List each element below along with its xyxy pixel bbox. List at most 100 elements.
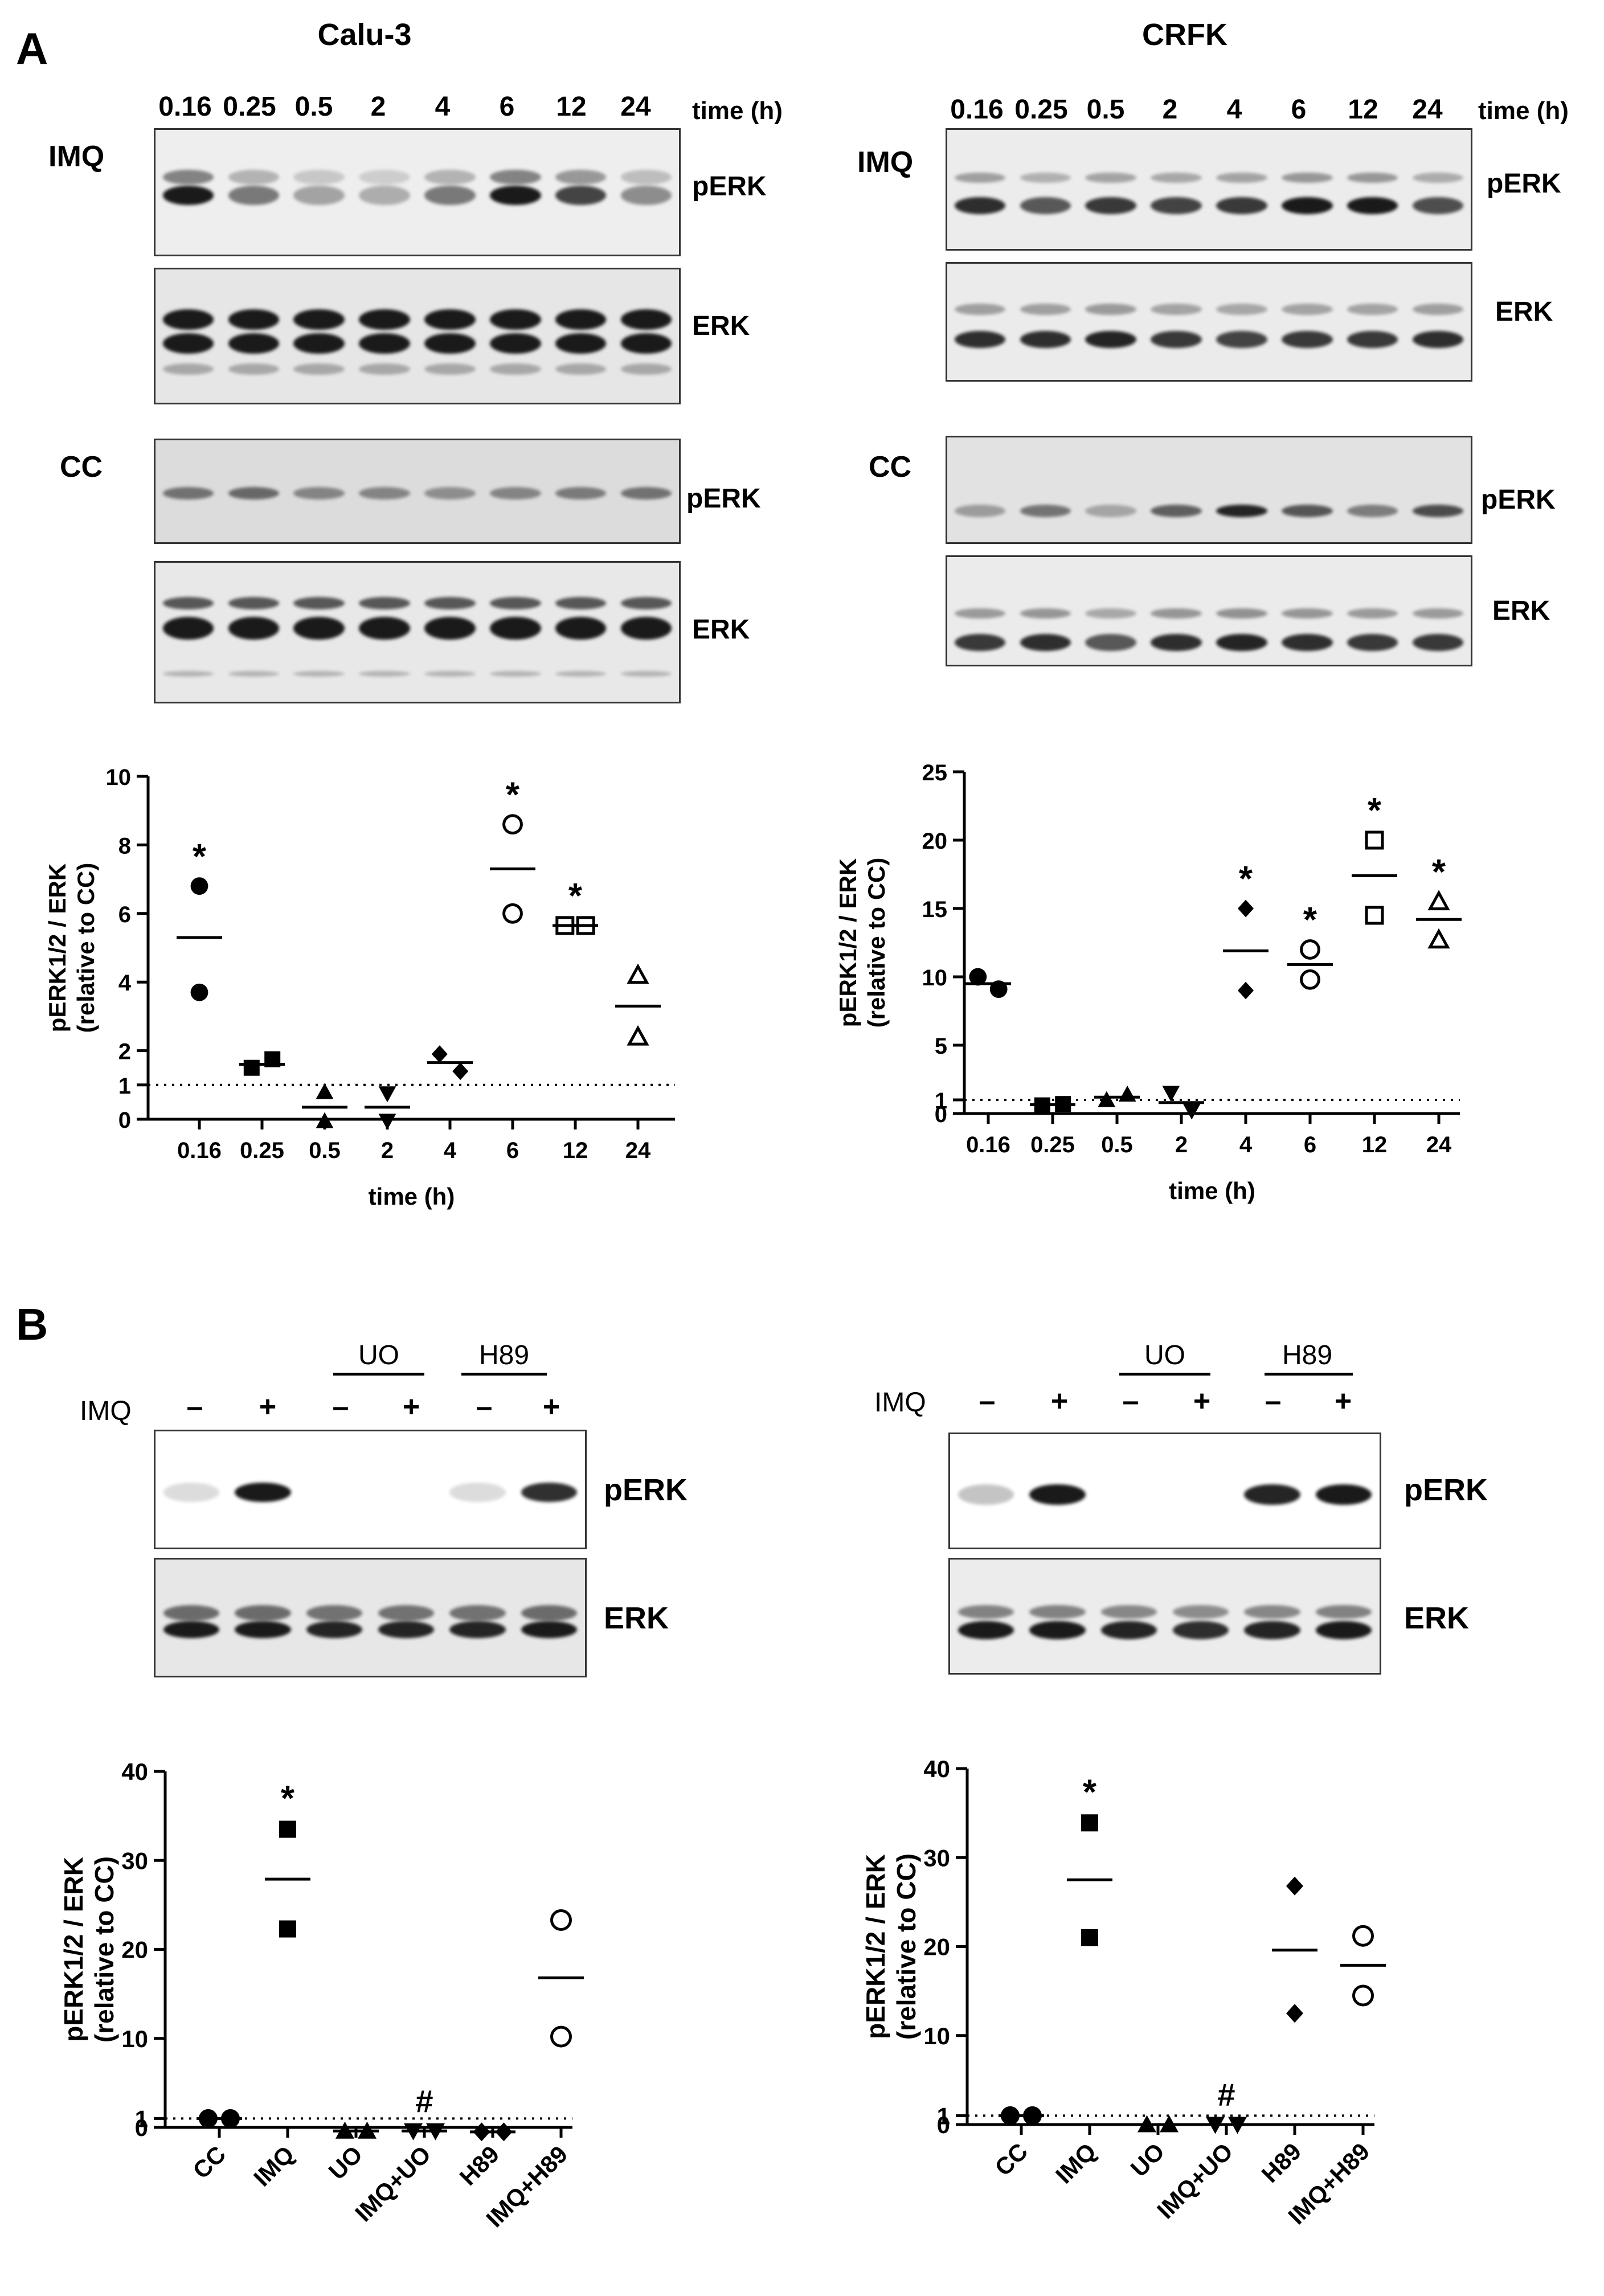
crfk-time-label: 4 [1226, 95, 1242, 125]
data-point [1352, 1984, 1374, 2007]
calu3-imq-label: IMQ [48, 140, 105, 173]
x-tick-label: 2 [1175, 1132, 1188, 1157]
y-tick-label: 10 [923, 2023, 950, 2049]
calu3-time-label: 4 [435, 92, 451, 122]
y-tick-label: 5 [935, 1034, 947, 1059]
blot-band [1282, 331, 1333, 348]
x-tick-label: IMQ [1050, 2138, 1101, 2188]
blot-band [228, 487, 280, 500]
y-tick-label: 10 [922, 965, 948, 991]
data-point [502, 814, 523, 835]
y-tick-label: 4 [118, 971, 132, 996]
blot-band [293, 333, 345, 354]
calu3-plus-sign: + [402, 1390, 420, 1423]
blot-band [162, 487, 214, 500]
panel-b-label: B [16, 1299, 48, 1349]
calu3-cc-perk-blot [154, 439, 681, 544]
significance-star: * [1432, 853, 1446, 892]
blot-band [1085, 197, 1136, 214]
blot-band [1029, 1605, 1086, 1619]
x-tick-label: UO [1126, 2138, 1170, 2182]
blot-band [163, 1483, 219, 1502]
blot-band [490, 597, 541, 609]
x-tick-label: 12 [1362, 1132, 1388, 1157]
crfk-time-label: 6 [1291, 95, 1307, 125]
crfk-imq-perk-blot [946, 128, 1472, 251]
blot-band [490, 671, 541, 677]
y-tick-label: 1 [937, 2102, 950, 2129]
calu3-plus-sign: + [259, 1390, 277, 1423]
blot-band [359, 671, 410, 677]
blot-band [1282, 634, 1333, 651]
y-tick-label: 1 [935, 1088, 947, 1114]
blot-band [490, 309, 541, 330]
blot-band [235, 1605, 291, 1621]
blot-band [359, 487, 410, 500]
data-point [378, 1114, 396, 1130]
blot-band [1020, 505, 1071, 517]
y-tick-label: 30 [923, 1844, 950, 1871]
blot-band [235, 1483, 291, 1502]
calu3-minus-sign: – [186, 1390, 203, 1423]
x-tick-label: 6 [1304, 1132, 1316, 1157]
blot-band [228, 671, 280, 677]
y-axis-title: pERK1/2 / ERK [59, 1857, 88, 2042]
data-point [1365, 906, 1384, 925]
x-axis-title: time (h) [1169, 1177, 1255, 1204]
crfk-time-label: 12 [1348, 95, 1378, 125]
calu3-plus-sign: + [542, 1390, 560, 1423]
crfk-plus-sign: + [1193, 1385, 1211, 1418]
blot-band [1216, 505, 1267, 517]
blot-band [1316, 1605, 1372, 1619]
panel-a-label: A [16, 23, 48, 73]
blot-band [1085, 173, 1136, 183]
y-tick-label: 20 [923, 1934, 950, 1961]
calu3-inhibitor-erk-blot [154, 1558, 587, 1677]
crfk-cc-perk-blot [946, 436, 1472, 544]
calu3-time-label: 24 [620, 92, 651, 122]
blot-band [449, 1621, 506, 1638]
data-point [1427, 928, 1450, 949]
calu3-uo-bracket [333, 1373, 424, 1376]
blot-band [449, 1483, 506, 1502]
x-tick-label: 12 [563, 1138, 588, 1163]
data-point [1081, 1814, 1098, 1832]
calu3-imq-perk-blot [154, 128, 681, 256]
hash-mark: # [415, 2083, 433, 2119]
blot-band [1172, 1621, 1229, 1639]
blot-band [1101, 1621, 1157, 1639]
blot-band [521, 1605, 578, 1621]
blot-band [162, 617, 214, 640]
blot-band [620, 671, 672, 677]
blot-band [1216, 197, 1267, 214]
blot-band [1020, 173, 1071, 183]
crfk-imq-erk-label: ERK [1495, 297, 1553, 327]
x-tick-label: 6 [506, 1138, 519, 1163]
blot-band [555, 597, 607, 609]
blot-band [293, 597, 345, 609]
crfk-cc-erk-label: ERK [1492, 596, 1550, 626]
blot-band [359, 617, 410, 640]
blot-band [162, 170, 214, 185]
blot-band [293, 617, 345, 640]
blot-band [954, 505, 1006, 517]
x-tick-label: 0.25 [240, 1138, 284, 1163]
calu3-time-label: 0.16 [158, 92, 212, 122]
blot-band [954, 634, 1006, 651]
blot-band [424, 186, 476, 205]
blot-band [1085, 634, 1136, 651]
crfk-title: CRFK [1142, 18, 1227, 52]
blot-band [490, 186, 541, 205]
crfk-minus-sign: – [1122, 1385, 1139, 1418]
data-point [502, 903, 523, 924]
blot-band [162, 186, 214, 205]
calu3-minus-sign: – [476, 1390, 493, 1423]
blot-band [1244, 1605, 1300, 1619]
calu3-imq-label: IMQ [80, 1396, 132, 1426]
calu3-time-unit: time (h) [692, 97, 783, 125]
blot-band [359, 363, 410, 375]
data-point [1286, 1876, 1303, 1896]
crfk-time-label: 24 [1412, 95, 1443, 125]
blot-band [1244, 1621, 1300, 1639]
x-tick-label: UO [324, 2141, 368, 2185]
